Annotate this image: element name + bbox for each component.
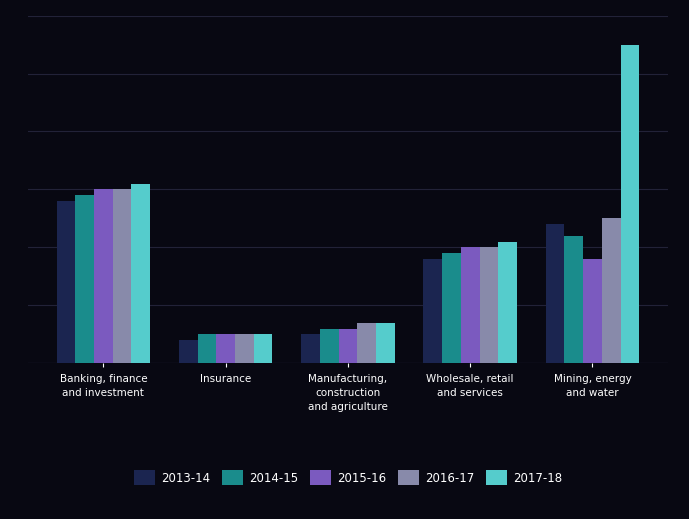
Bar xyxy=(358,323,376,363)
Bar xyxy=(480,248,498,363)
Bar xyxy=(564,236,583,363)
Bar xyxy=(179,340,198,363)
Bar xyxy=(94,189,113,363)
Bar xyxy=(621,45,639,363)
Bar xyxy=(583,259,601,363)
Bar xyxy=(198,334,216,363)
Bar xyxy=(56,201,75,363)
Bar xyxy=(301,334,320,363)
Bar xyxy=(254,334,272,363)
Bar xyxy=(442,253,461,363)
Bar xyxy=(132,184,150,363)
Bar xyxy=(216,334,235,363)
Bar xyxy=(113,189,132,363)
Bar xyxy=(376,323,395,363)
Bar xyxy=(546,224,564,363)
Bar xyxy=(338,329,358,363)
Bar xyxy=(498,242,517,363)
Legend: 2013-14, 2014-15, 2015-16, 2016-17, 2017-18: 2013-14, 2014-15, 2015-16, 2016-17, 2017… xyxy=(129,466,567,489)
Bar xyxy=(424,259,442,363)
Bar xyxy=(320,329,338,363)
Bar xyxy=(235,334,254,363)
Bar xyxy=(461,248,480,363)
Bar xyxy=(75,195,94,363)
Bar xyxy=(601,218,621,363)
